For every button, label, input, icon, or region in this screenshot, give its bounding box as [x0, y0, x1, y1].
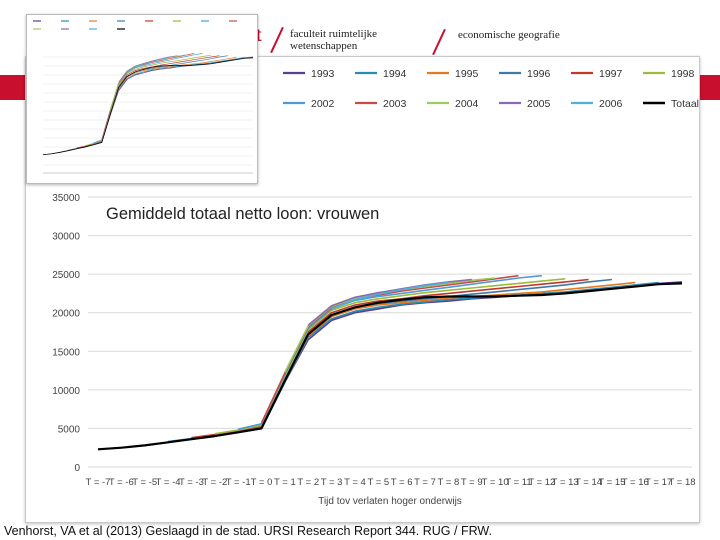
header-divider-slash-2 — [432, 28, 446, 56]
x-tick-label: T = -1 — [226, 477, 251, 488]
x-tick-label: T = 10 — [482, 477, 509, 488]
y-tick-label: 20000 — [52, 309, 80, 320]
thumb-series-line — [42, 56, 254, 156]
y-tick-label: 0 — [74, 463, 80, 474]
x-tick-label: T = -5 — [132, 477, 157, 488]
legend-label-1993: 1993 — [311, 68, 335, 80]
x-tick-label: T = 12 — [528, 477, 555, 488]
university-logo-fragment: t — [255, 24, 262, 46]
x-tick-label: T = 5 — [367, 477, 389, 488]
legend-label-2005: 2005 — [527, 98, 551, 110]
y-tick-label: 35000 — [52, 193, 80, 204]
x-tick-label: T = 7 — [414, 477, 436, 488]
x-tick-label: T = 16 — [622, 477, 649, 488]
thumb-series-line — [42, 57, 254, 156]
x-tick-label: T = -6 — [109, 477, 134, 488]
x-tick-label: T = 0 — [251, 477, 273, 488]
legend-label-1998: 1998 — [671, 68, 695, 80]
y-tick-label: 5000 — [58, 424, 81, 435]
series-line-2006 — [331, 281, 449, 310]
x-tick-label: T = 11 — [505, 477, 531, 488]
header-divider-slash — [270, 26, 284, 54]
series-line-2002 — [238, 274, 542, 430]
main-chart-frame: 0 5000 10000 15000 20000 25000 30000 35000 T = -… — [25, 56, 700, 523]
legend-label-1995: 1995 — [455, 68, 479, 80]
x-tick-label: T = 18 — [668, 477, 695, 488]
department-label: economische geografie — [458, 29, 560, 41]
x-tick-label: T = 9 — [461, 477, 483, 488]
x-tick-label: T = -3 — [179, 477, 204, 488]
x-axis-label: Tijd tov verlaten hoger onderwijs — [318, 496, 462, 507]
x-tick-label: T = 13 — [552, 477, 579, 488]
chart-title: Gemiddeld totaal netto loon: vrouwen — [106, 205, 379, 223]
thumb-series-line — [118, 55, 178, 83]
series-line-1998 — [214, 278, 566, 435]
x-tick-label: T = -7 — [86, 477, 111, 488]
x-tick-label: T = 14 — [575, 477, 602, 488]
series-line-1993 — [97, 281, 683, 451]
series-line-totaal — [97, 282, 683, 451]
legend-label-1997: 1997 — [599, 68, 623, 80]
x-tick-label: T = 3 — [321, 477, 343, 488]
x-tick-label: T = 6 — [391, 477, 413, 488]
y-tick-label: 10000 — [52, 386, 80, 397]
legend-label-1994: 1994 — [383, 68, 407, 80]
thumb-series-line — [68, 55, 228, 151]
faculty-line-1: faculteit ruimtelijke — [290, 28, 378, 40]
y-tick-label: 15000 — [52, 347, 80, 358]
source-citation: Venhorst, VA et al (2013) Geslaagd in de… — [4, 524, 492, 538]
legend-label-2006: 2006 — [599, 98, 623, 110]
thumbnail-chart-overlay — [26, 14, 258, 184]
y-tick-label: 25000 — [52, 270, 80, 281]
legend-label-2004: 2004 — [455, 98, 479, 110]
faculty-line-2: wetenschappen — [290, 40, 358, 52]
thumb-series-line — [93, 53, 203, 144]
thumb-series-line — [76, 55, 220, 149]
thumb-series-line — [126, 57, 170, 74]
x-tick-label: T = 4 — [344, 477, 366, 488]
legend-label-2003: 2003 — [383, 98, 407, 110]
x-tick-label: T = -2 — [202, 477, 227, 488]
faculty-label: faculteit ruimtelijke wetenschappen — [290, 28, 377, 52]
y-tick-label: 30000 — [52, 232, 80, 243]
x-tick-label: T = -4 — [156, 477, 181, 488]
legend-label-totaal: Totaal — [671, 98, 699, 110]
x-tick-label: T = 15 — [598, 477, 625, 488]
x-tick-label: T = 2 — [297, 477, 319, 488]
main-line-chart: 0 5000 10000 15000 20000 25000 30000 35000 T = -… — [52, 68, 699, 507]
legend-label-1996: 1996 — [527, 68, 551, 80]
legend-label-2002: 2002 — [311, 98, 335, 110]
x-tick-label: T = 1 — [274, 477, 296, 488]
x-tick-label: T = 8 — [438, 477, 460, 488]
thumbnail-line-chart — [33, 20, 254, 174]
x-tick-label: T = 17 — [645, 477, 672, 488]
